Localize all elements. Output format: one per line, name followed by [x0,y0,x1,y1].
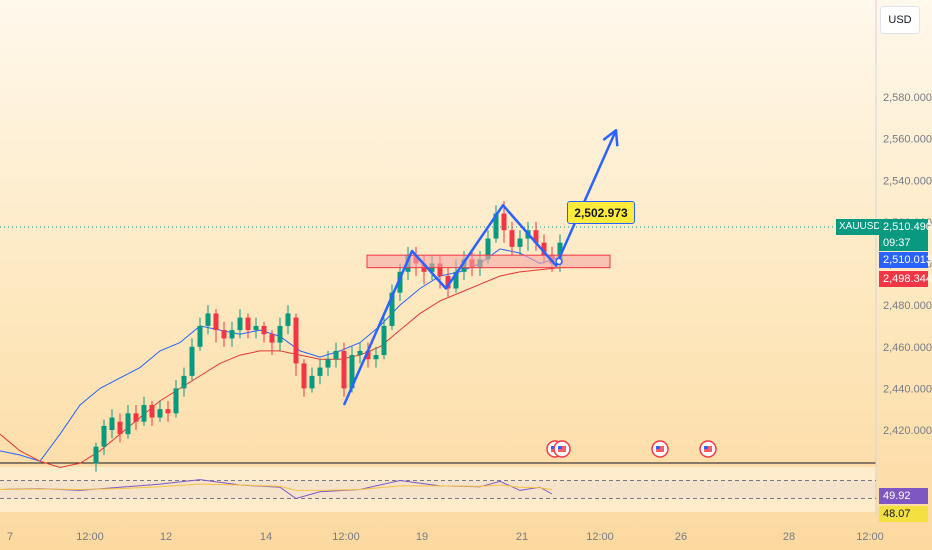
callout-anchor [555,257,563,266]
candle-body [117,421,123,435]
y-tick-label: 2,540.000 [883,175,932,187]
candle-body [509,230,515,247]
x-tick-label: 12:00 [856,531,884,543]
rsi-value-label: 49.92 [879,488,928,504]
pattern-drawing [342,129,618,406]
candle-body [453,271,459,289]
ma-fast-line [0,248,561,462]
candle-body [373,355,379,360]
countdown-label: 09:37 [879,235,928,251]
arrow-head [602,129,619,147]
candle-body [325,359,331,368]
candle-body [109,417,115,430]
candle-body [213,313,219,331]
x-tick-label: 14 [260,531,272,543]
ma-slow-line [0,267,561,468]
y-tick-label: 2,480.000 [883,300,932,312]
candle-body [197,325,203,347]
x-tick-label: 12:00 [332,531,360,543]
rsi-pane [0,467,876,512]
candle-body [229,330,235,339]
support-zone [366,254,611,269]
candle-body [493,213,499,239]
candle-body [261,325,267,335]
candle-body [301,363,307,389]
x-tick-label: 12:00 [76,531,104,543]
candle-body [349,355,355,389]
ma-slow-label: 2,498.344 [879,271,932,287]
symbol-label: XAUUSD [836,219,884,235]
candle-body [557,242,563,264]
candle-body [293,317,299,364]
last-price-label: 2,510.490 [879,219,932,235]
candle-body [309,375,315,389]
candle-body [437,263,443,276]
rsi-band [0,480,876,499]
candle-body [269,334,275,343]
currency-selector[interactable]: USD [880,6,920,34]
y-tick-label: 2,440.000 [883,383,932,395]
candle-body [485,238,491,260]
price-callout[interactable]: 2,502.973 [567,201,635,224]
flag-canton-icon [558,446,562,449]
x-tick-label: 26 [675,531,687,543]
candle-body [93,446,99,464]
candle-body [189,346,195,376]
x-tick-label: 7 [7,531,13,543]
candle-body [141,405,147,422]
x-tick-label: 19 [416,531,428,543]
candle-body [181,375,187,389]
flag-canton-icon [704,446,708,449]
candle-body [133,413,139,422]
candle-body [277,325,283,343]
candle-body [389,292,395,326]
rsi-ma-label: 48.07 [879,506,928,522]
y-tick-label: 2,420.000 [883,425,932,437]
candle-body [173,388,179,414]
flag-canton-icon [656,446,660,449]
candle-body [205,313,211,326]
candle-body [397,271,403,293]
candle-body [381,325,387,356]
rsi-line [0,479,553,500]
y-tick-label: 2,560.000 [883,134,932,146]
rsi-ma-line [0,483,553,491]
candle-body [533,230,539,243]
candle-body [101,425,107,447]
x-tick-label: 21 [516,531,528,543]
flag-canton-icon [551,446,555,449]
x-tick-label: 28 [783,531,795,543]
candle-body [253,325,259,331]
candle-body [541,242,547,256]
candle-body [149,405,155,418]
candle-body [333,350,339,360]
candle-body [285,313,291,326]
candle-body [357,350,363,356]
candle-body [165,409,171,414]
ma-fast-label: 2,510.013 [879,252,932,268]
candle-body [517,238,523,247]
candle-body [125,413,131,435]
candle-body [317,367,323,376]
candle-body [501,213,507,231]
candle-body [445,275,451,289]
candle-body [157,409,163,418]
candle-body [221,330,227,339]
candle-body [341,350,347,389]
x-tick-label: 12 [160,531,172,543]
candle-body [245,317,251,331]
candle-body [237,317,243,331]
candle-body [365,350,371,360]
y-tick-label: 2,580.000 [883,92,932,104]
x-tick-label: 12:00 [586,531,614,543]
currency-label: USD [888,14,912,26]
y-tick-label: 2,460.000 [883,342,932,354]
